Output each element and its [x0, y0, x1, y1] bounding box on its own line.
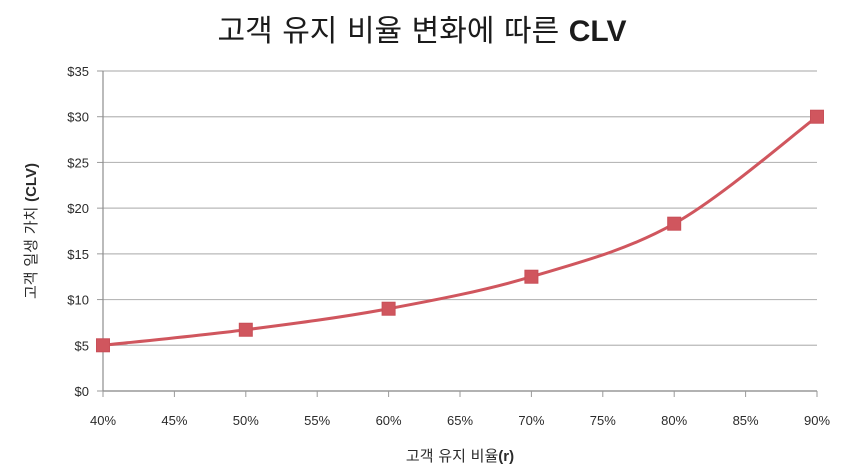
data-point-marker [238, 322, 253, 337]
y-axis-title-suffix: (CLV) [23, 163, 40, 202]
data-point-marker [667, 216, 682, 231]
data-point-marker [96, 338, 110, 353]
series-layer [101, 115, 819, 347]
y-axis-title: 고객 일생 가치 (CLV) [22, 163, 40, 299]
y-axis-title-prefix: 고객 일생 가치 [22, 202, 40, 299]
x-tick-label: 50% [233, 413, 259, 428]
x-tick-label: 75% [590, 413, 616, 428]
axis-layer: $0 $5 $10 $15 $20 $25 $30 $35 40% 45% 50% 55% 60% 65%… [67, 64, 830, 428]
x-tick-label: 55% [304, 413, 330, 428]
y-tick-label: $10 [67, 293, 89, 308]
y-tick-label: $20 [67, 201, 89, 216]
grid-layer [103, 70, 817, 392]
x-axis-title-prefix: 고객 유지 비율 [406, 447, 498, 465]
chart-title: 고객 유지 비율 변화에 따른 CLV [217, 14, 626, 49]
chart-title-prefix: 고객 유지 비율 변화에 따른 [217, 14, 568, 49]
x-tick-label: 65% [447, 413, 473, 428]
data-point-marker [810, 109, 824, 124]
x-tick-label: 40% [90, 413, 116, 428]
series-line [101, 115, 819, 347]
x-tick-label: 60% [376, 413, 402, 428]
data-point-marker [524, 269, 539, 284]
x-tick-label: 80% [661, 413, 687, 428]
y-tick-label: $5 [75, 338, 89, 353]
y-tick-label: $15 [67, 247, 89, 262]
x-tick-label: 90% [804, 413, 830, 428]
y-tick-label: $25 [67, 155, 89, 170]
x-axis-title: 고객 유지 비율(r) [406, 447, 514, 465]
marker-layer [96, 109, 824, 353]
x-axis-title-suffix: (r) [498, 448, 514, 465]
x-tick-label: 85% [733, 413, 759, 428]
y-tick-label: $30 [67, 110, 89, 125]
data-point-marker [381, 301, 396, 316]
y-tick-label: $35 [67, 64, 89, 79]
x-tick-label: 45% [161, 413, 187, 428]
y-tick-label: $0 [75, 384, 89, 399]
x-tick-label: 70% [518, 413, 544, 428]
chart-title-suffix: CLV [569, 15, 627, 48]
